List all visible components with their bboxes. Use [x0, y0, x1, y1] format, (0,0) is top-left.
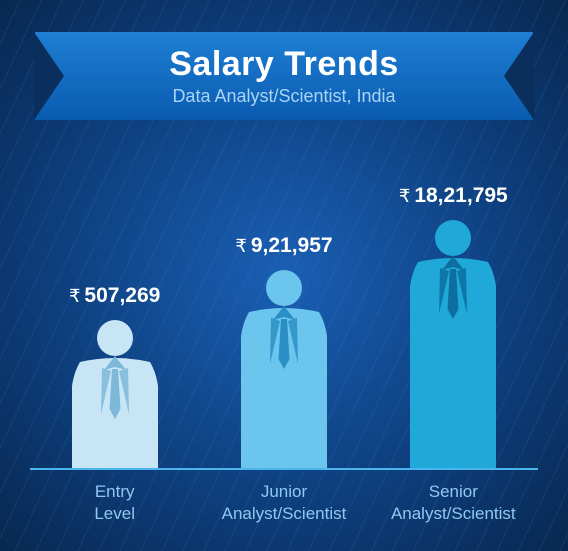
page-title: Salary Trends	[169, 45, 399, 84]
chart-baseline	[30, 468, 538, 470]
header-banner: Salary Trends Data Analyst/Scientist, In…	[35, 32, 533, 120]
salary-label: ₹507,269	[69, 284, 160, 308]
page-subtitle: Data Analyst/Scientist, India	[172, 86, 395, 107]
salary-label: ₹18,21,795	[399, 184, 508, 208]
salary-label: ₹9,21,957	[235, 234, 332, 258]
salary-amount: 507,269	[84, 284, 160, 307]
salary-amount: 9,21,957	[251, 234, 333, 257]
currency-symbol: ₹	[235, 236, 246, 256]
person-icon	[229, 268, 339, 468]
currency-symbol: ₹	[69, 286, 80, 306]
chart-area: ₹507,269 ₹9,21,957 ₹18,21,795	[0, 140, 568, 539]
bar-junior: ₹9,21,957	[200, 234, 368, 468]
bar-entry-level: ₹507,269	[31, 284, 199, 468]
person-row: ₹507,269 ₹9,21,957 ₹18,21,795	[30, 140, 538, 468]
currency-symbol: ₹	[399, 186, 410, 206]
labels-row: Entry Level Junior Analyst/Scientist Sen…	[30, 481, 538, 525]
salary-amount: 18,21,795	[414, 184, 507, 207]
bar-label: Junior Analyst/Scientist	[200, 481, 368, 525]
bar-senior: ₹18,21,795	[370, 184, 538, 468]
bar-label: Entry Level	[31, 481, 199, 525]
person-icon	[398, 218, 508, 468]
person-icon	[60, 318, 170, 468]
bar-label: Senior Analyst/Scientist	[370, 481, 538, 525]
